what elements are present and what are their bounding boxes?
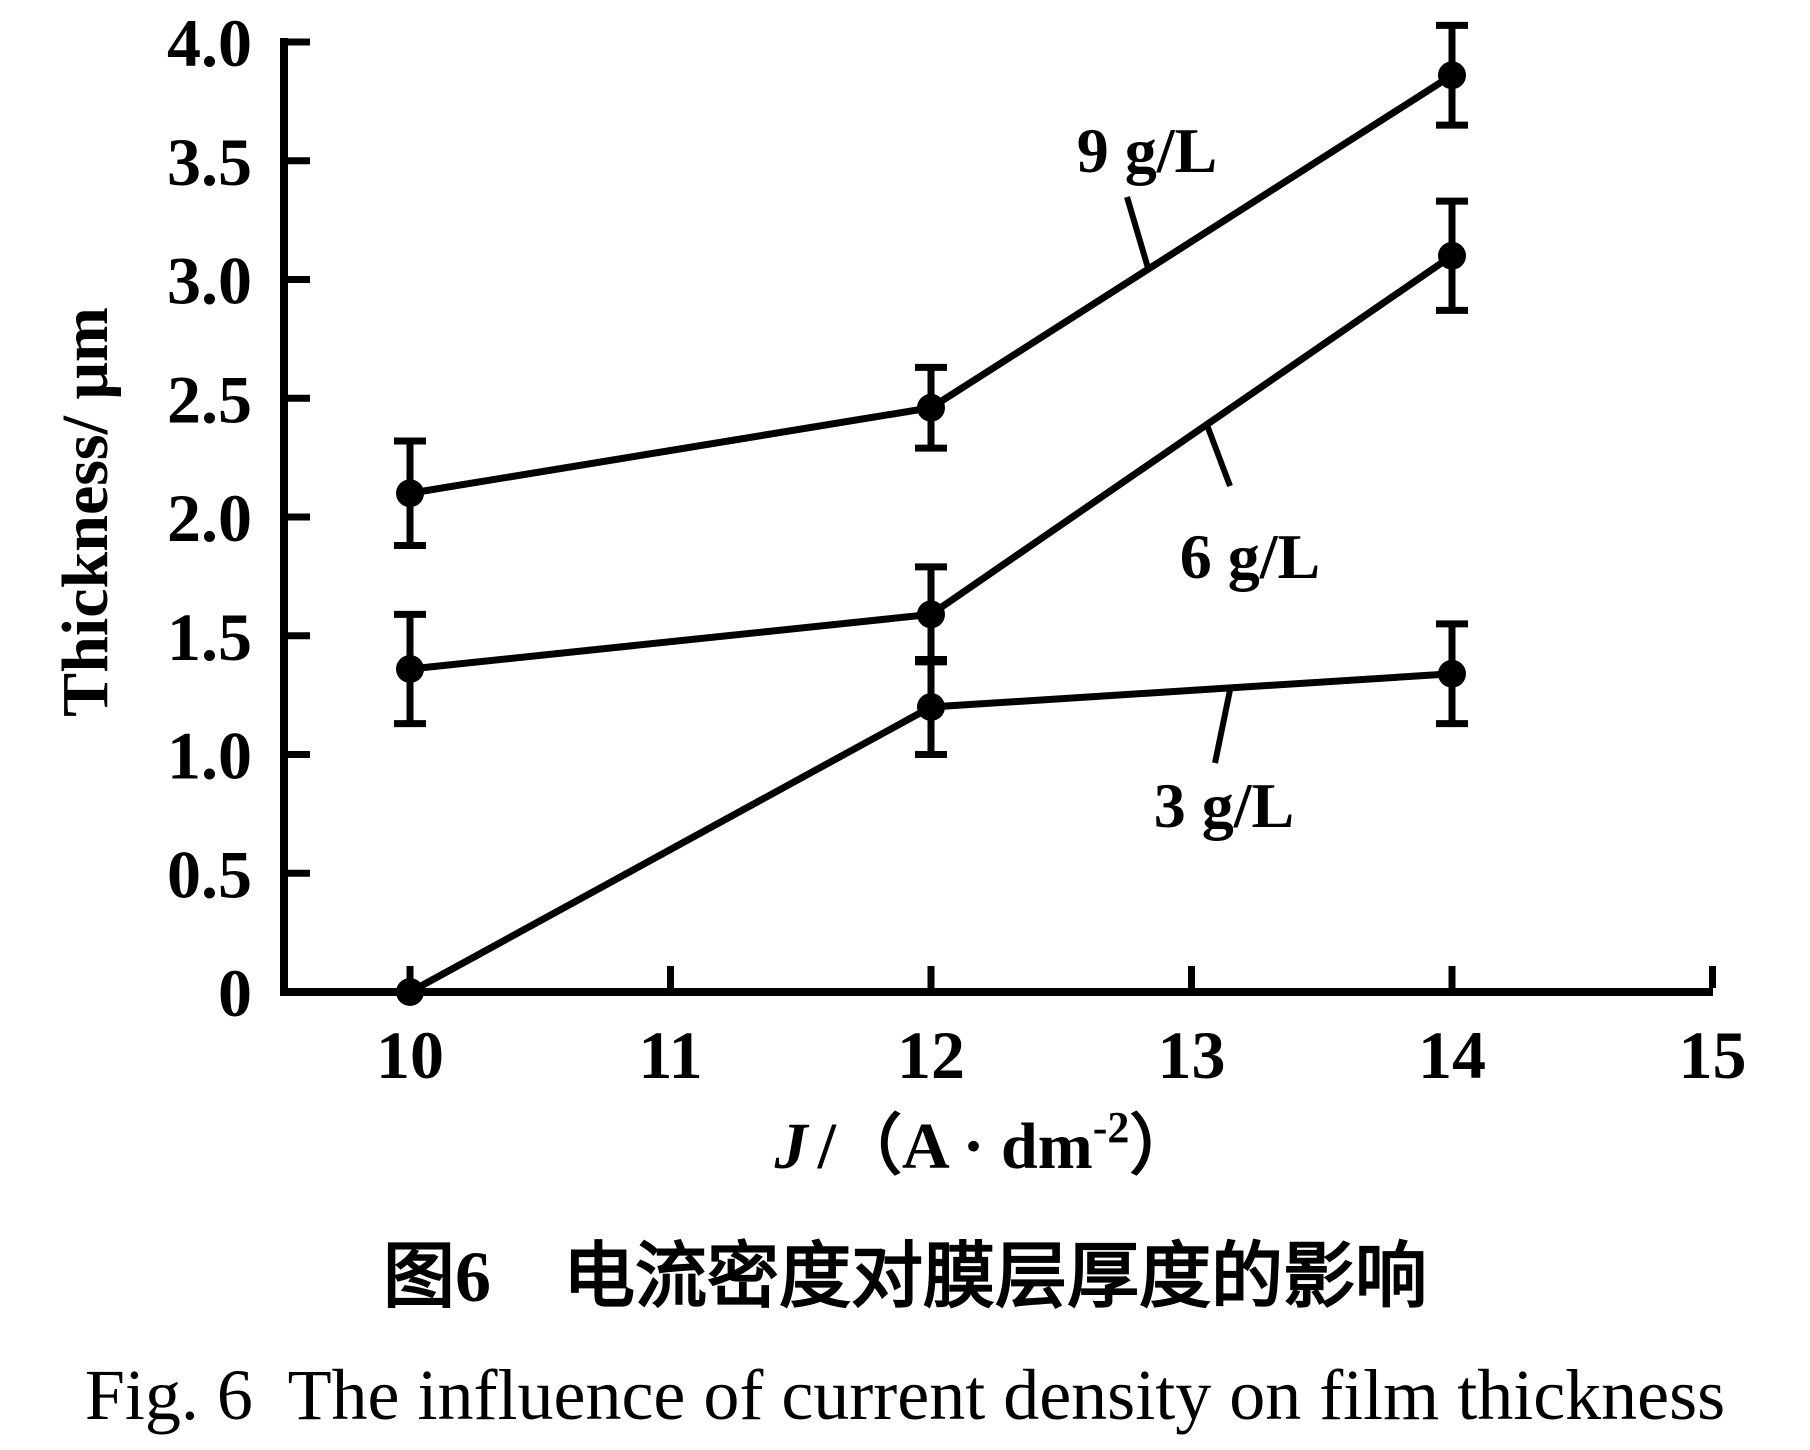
data-point-marker xyxy=(1438,659,1466,688)
y-tick-label: 3.0 xyxy=(167,243,252,319)
x-tick-label: 10 xyxy=(376,1017,444,1093)
x-axis-title-exponent: -2 xyxy=(1093,1103,1130,1152)
y-tick-label: 1.0 xyxy=(167,718,252,794)
y-tick-label: 2.5 xyxy=(167,361,252,437)
series-6gl: 6 g/L xyxy=(394,197,1468,728)
series-label: 9 g/L xyxy=(1077,115,1217,186)
x-axis-title: J/（A · dm-2） xyxy=(774,1103,1196,1183)
y-tick-label: 1.5 xyxy=(167,599,252,675)
x-tick-label: 11 xyxy=(638,1017,702,1093)
series-label-leader-line xyxy=(1124,196,1151,269)
series-3gl: 3 g/L xyxy=(396,620,1468,1006)
x-tick-label: 12 xyxy=(897,1017,965,1093)
caption-english: Fig. 6 The influence of current density … xyxy=(84,1355,1726,1435)
data-point-marker xyxy=(1438,241,1466,270)
x-axis-title-unit: /（A · dm xyxy=(817,1109,1093,1183)
data-point-marker xyxy=(917,393,945,422)
y-tick-label: 3.5 xyxy=(167,124,252,200)
caption-chinese: 图6 电流密度对膜层厚度的影响 xyxy=(382,1237,1427,1317)
data-point-marker xyxy=(917,693,945,721)
series-label: 6 g/L xyxy=(1180,521,1320,592)
x-tick-label: 15 xyxy=(1679,1017,1747,1093)
series-label-leader-line xyxy=(1204,423,1233,488)
y-tick-label: 4.0 xyxy=(167,5,252,81)
data-point-marker xyxy=(396,479,424,508)
data-point-marker xyxy=(1438,61,1466,90)
y-tick-label: 2.0 xyxy=(167,480,252,556)
series-label: 3 g/L xyxy=(1154,770,1294,841)
y-axis-title: Thickness/ μm xyxy=(49,307,122,717)
x-axis-title-symbol: J xyxy=(774,1110,810,1183)
y-tick-label: 0 xyxy=(218,955,252,1031)
x-tick-label: 14 xyxy=(1418,1017,1486,1093)
x-axis-title-close: ） xyxy=(1129,1109,1195,1183)
data-point-marker xyxy=(396,978,424,1006)
data-point-marker xyxy=(917,600,945,629)
data-point-marker xyxy=(396,655,424,683)
y-tick-label: 0.5 xyxy=(167,836,252,912)
series-9gl: 9 g/L xyxy=(394,21,1468,549)
series-label-leader-line xyxy=(1212,689,1233,764)
x-tick-label: 13 xyxy=(1158,1017,1226,1093)
